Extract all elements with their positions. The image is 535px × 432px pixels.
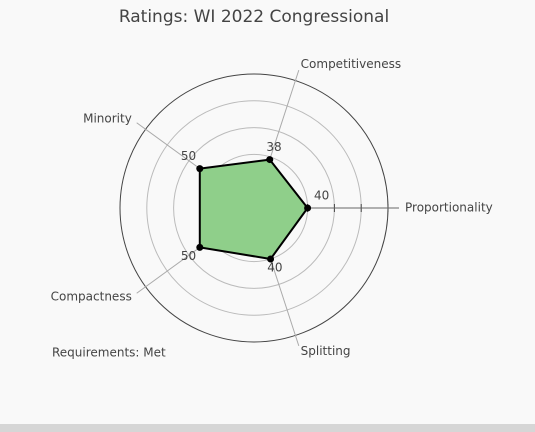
radar-point: [304, 204, 312, 212]
bottom-bar: [0, 424, 535, 432]
radar-point: [196, 165, 204, 173]
axis-label: Compactness: [51, 289, 132, 303]
axis-label: Splitting: [301, 344, 351, 358]
value-label: 50: [181, 149, 196, 163]
axis-label: Minority: [83, 112, 132, 126]
radar-point: [266, 156, 274, 164]
value-label: 40: [314, 189, 329, 203]
value-label: 40: [267, 260, 282, 274]
value-label: 50: [181, 249, 196, 263]
axis-label: Competitiveness: [301, 57, 401, 71]
value-label: 38: [266, 140, 281, 154]
axis-label: Proportionality: [405, 201, 493, 215]
radar-point: [196, 243, 204, 251]
chart-title: Ratings: WI 2022 Congressional: [119, 7, 389, 27]
radar-point: [267, 255, 275, 263]
annotation: Requirements: Met: [52, 346, 166, 360]
radar-area: [198, 158, 309, 260]
